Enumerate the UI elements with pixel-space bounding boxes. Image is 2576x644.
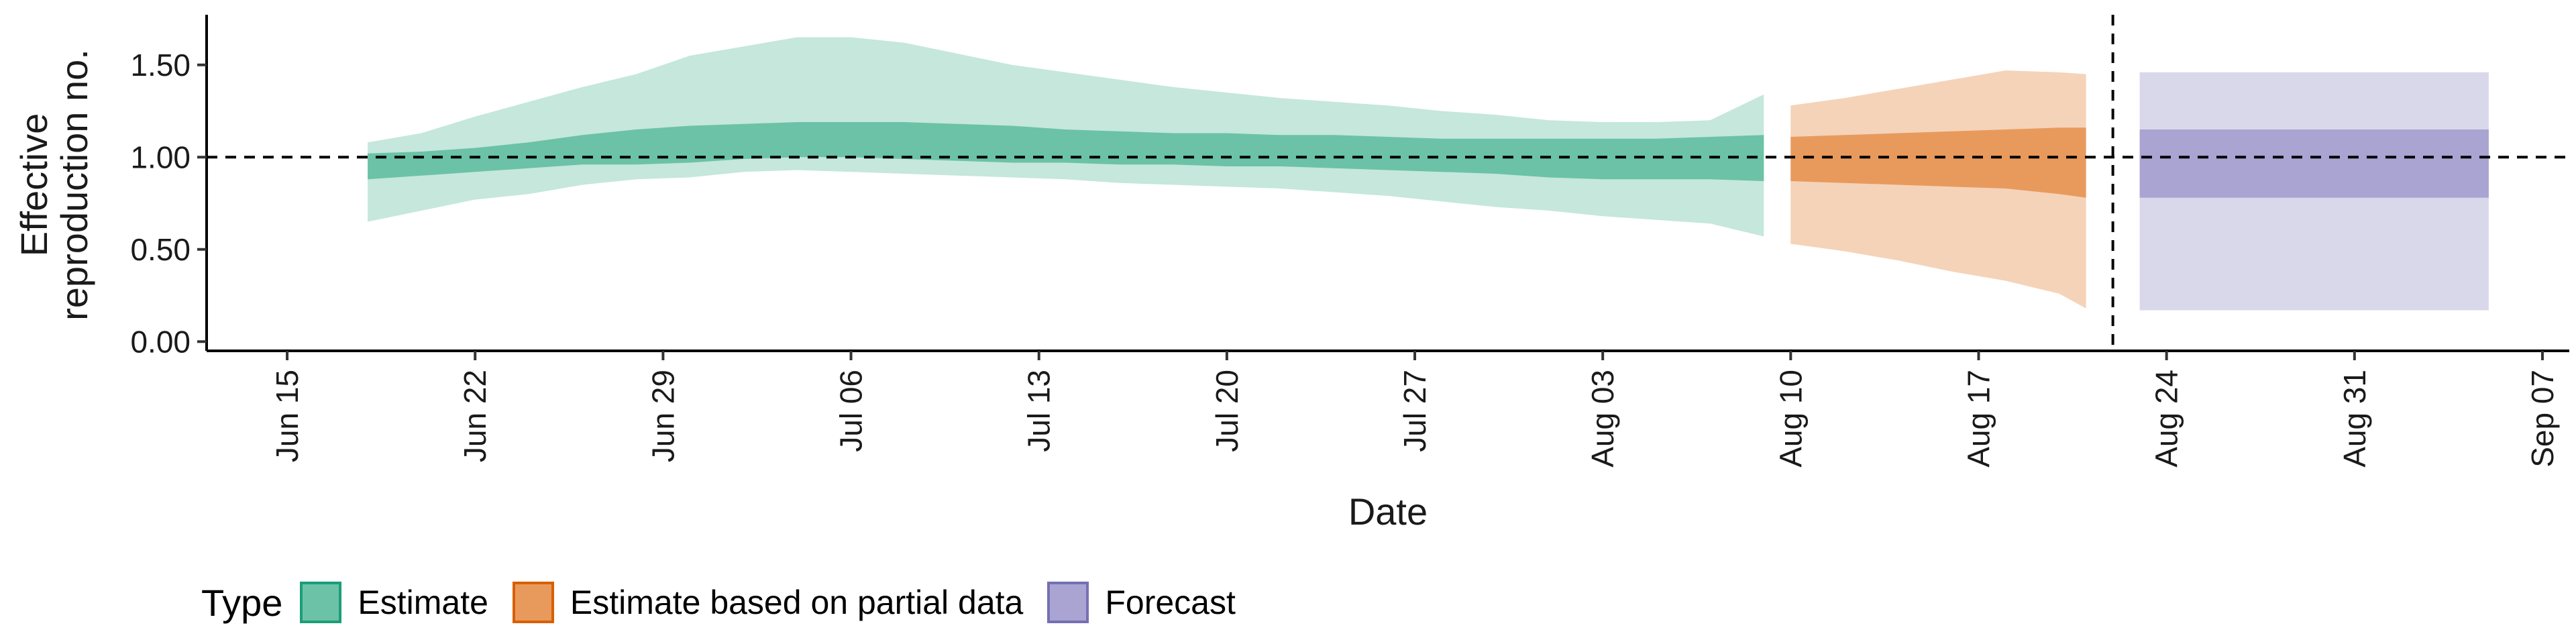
legend: Type Estimate Estimate based on partial …	[201, 576, 1260, 629]
y-tick-label: 1.50	[130, 48, 191, 83]
x-tick-label: Jun 15	[270, 370, 305, 462]
legend-label-estimate: Estimate	[358, 584, 488, 621]
legend-key-partial	[512, 582, 554, 623]
ribbon-layer	[368, 37, 2489, 311]
y-tick-label: 0.00	[130, 324, 191, 359]
ribbon-inner-forecast	[2139, 129, 2489, 198]
x-tick-label: Jul 06	[834, 370, 869, 452]
axes: 0.00 0.50 1.00 1.50 Jun 15 Jun 22 Jun 29 Jul 06…	[130, 15, 2569, 468]
x-axis-title: Date	[1348, 490, 1428, 533]
legend-label-forecast: Forecast	[1105, 584, 1236, 621]
x-tick-label: Aug 24	[2149, 370, 2184, 468]
ribbon-inner-estimate-based-on-partial-data	[1790, 127, 2086, 198]
x-tick-label: Aug 31	[2337, 370, 2372, 468]
x-tick-label: Jun 22	[458, 370, 492, 462]
legend-item-forecast: Forecast	[1047, 582, 1236, 623]
legend-item-partial: Estimate based on partial data	[512, 582, 1024, 623]
y-axis-title-line: Effective	[13, 113, 55, 257]
y-axis-title: Effectivereproduction no.	[13, 49, 95, 321]
x-tick-label: Aug 03	[1585, 370, 1620, 468]
x-tick-label: Sep 07	[2525, 370, 2560, 468]
x-tick-label: Jul 20	[1210, 370, 1244, 452]
x-tick-label: Aug 17	[1962, 370, 1996, 468]
legend-key-forecast	[1047, 582, 1089, 623]
x-tick-label: Jun 29	[645, 370, 680, 462]
x-tick-label: Aug 10	[1773, 370, 1808, 468]
legend-label-partial: Estimate based on partial data	[570, 584, 1024, 621]
legend-title: Type	[201, 581, 283, 624]
y-tick-label: 1.00	[130, 140, 191, 174]
x-tick-label: Jul 13	[1022, 370, 1057, 452]
legend-key-estimate	[300, 582, 342, 623]
y-axis-title-line: reproduction no.	[53, 49, 95, 321]
legend-item-estimate: Estimate	[300, 582, 488, 623]
ribbon-inner-estimate	[368, 122, 1764, 181]
y-tick-label: 0.50	[130, 232, 191, 267]
x-tick-label: Jul 27	[1397, 370, 1432, 452]
